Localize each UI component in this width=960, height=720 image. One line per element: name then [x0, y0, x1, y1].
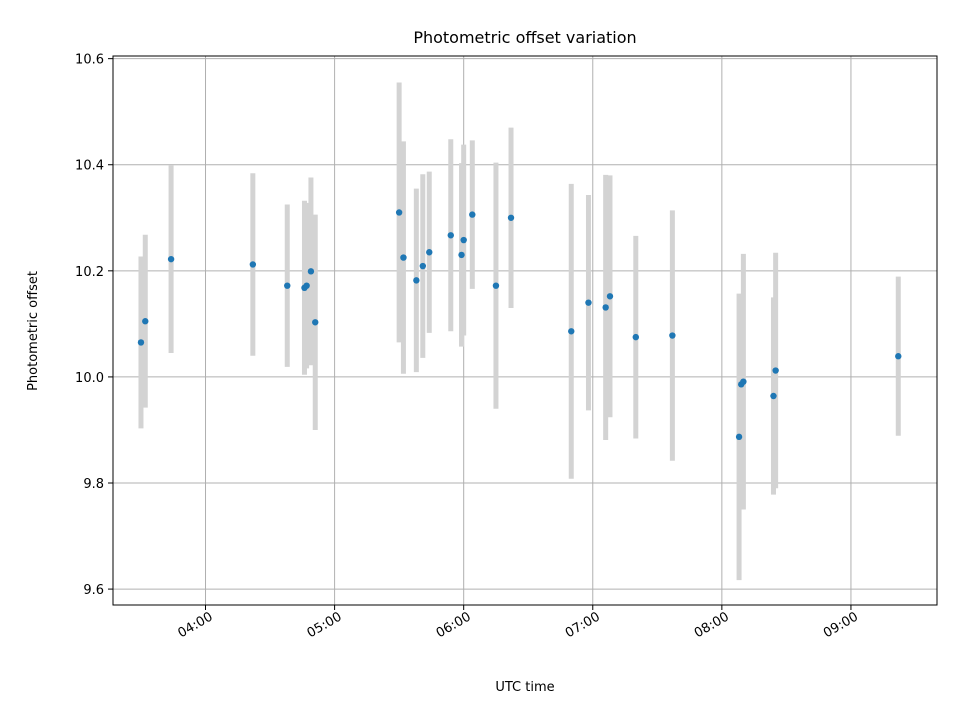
data-point: [303, 282, 310, 289]
y-axis: 9.6 9.8 10.0 10.2 10.4 10.6: [75, 53, 113, 598]
data-point: [312, 319, 319, 326]
y-tick-label: 9.8: [83, 477, 104, 492]
data-point: [602, 304, 609, 311]
data-point: [469, 211, 476, 218]
y-tick-label: 9.6: [83, 583, 104, 598]
x-axis-label: UTC time: [495, 680, 554, 695]
data-point: [632, 333, 639, 341]
data-point: [426, 249, 433, 256]
data-point: [249, 261, 257, 268]
data-points: [137, 209, 902, 441]
data-point: [740, 378, 747, 385]
plot-frame: [112, 55, 938, 606]
data-point: [460, 236, 467, 244]
data-point: [458, 251, 465, 259]
chart-title: Photometric offset variation: [413, 28, 636, 47]
data-point: [307, 268, 315, 275]
data-point: [167, 255, 175, 263]
data-point: [447, 232, 454, 239]
data-point: [669, 332, 676, 339]
data-point: [770, 392, 777, 400]
data-point: [735, 433, 743, 441]
data-point: [492, 282, 500, 289]
data-point: [142, 318, 149, 325]
data-point: [284, 282, 291, 289]
data-point: [413, 277, 420, 284]
data-point: [400, 254, 407, 261]
data-point: [568, 328, 575, 335]
y-tick-label: 10.4: [75, 159, 104, 174]
y-tick-label: 10.0: [75, 371, 104, 386]
data-point: [895, 353, 902, 360]
y-axis-label: Photometric offset: [26, 271, 41, 391]
data-point: [419, 262, 427, 270]
data-point: [137, 339, 145, 346]
y-tick-label: 10.6: [75, 53, 104, 68]
data-point: [606, 293, 614, 300]
y-tick-label: 10.2: [75, 265, 104, 280]
data-point: [395, 209, 403, 216]
data-point: [507, 214, 515, 221]
data-point: [585, 299, 592, 306]
data-point: [772, 367, 779, 374]
